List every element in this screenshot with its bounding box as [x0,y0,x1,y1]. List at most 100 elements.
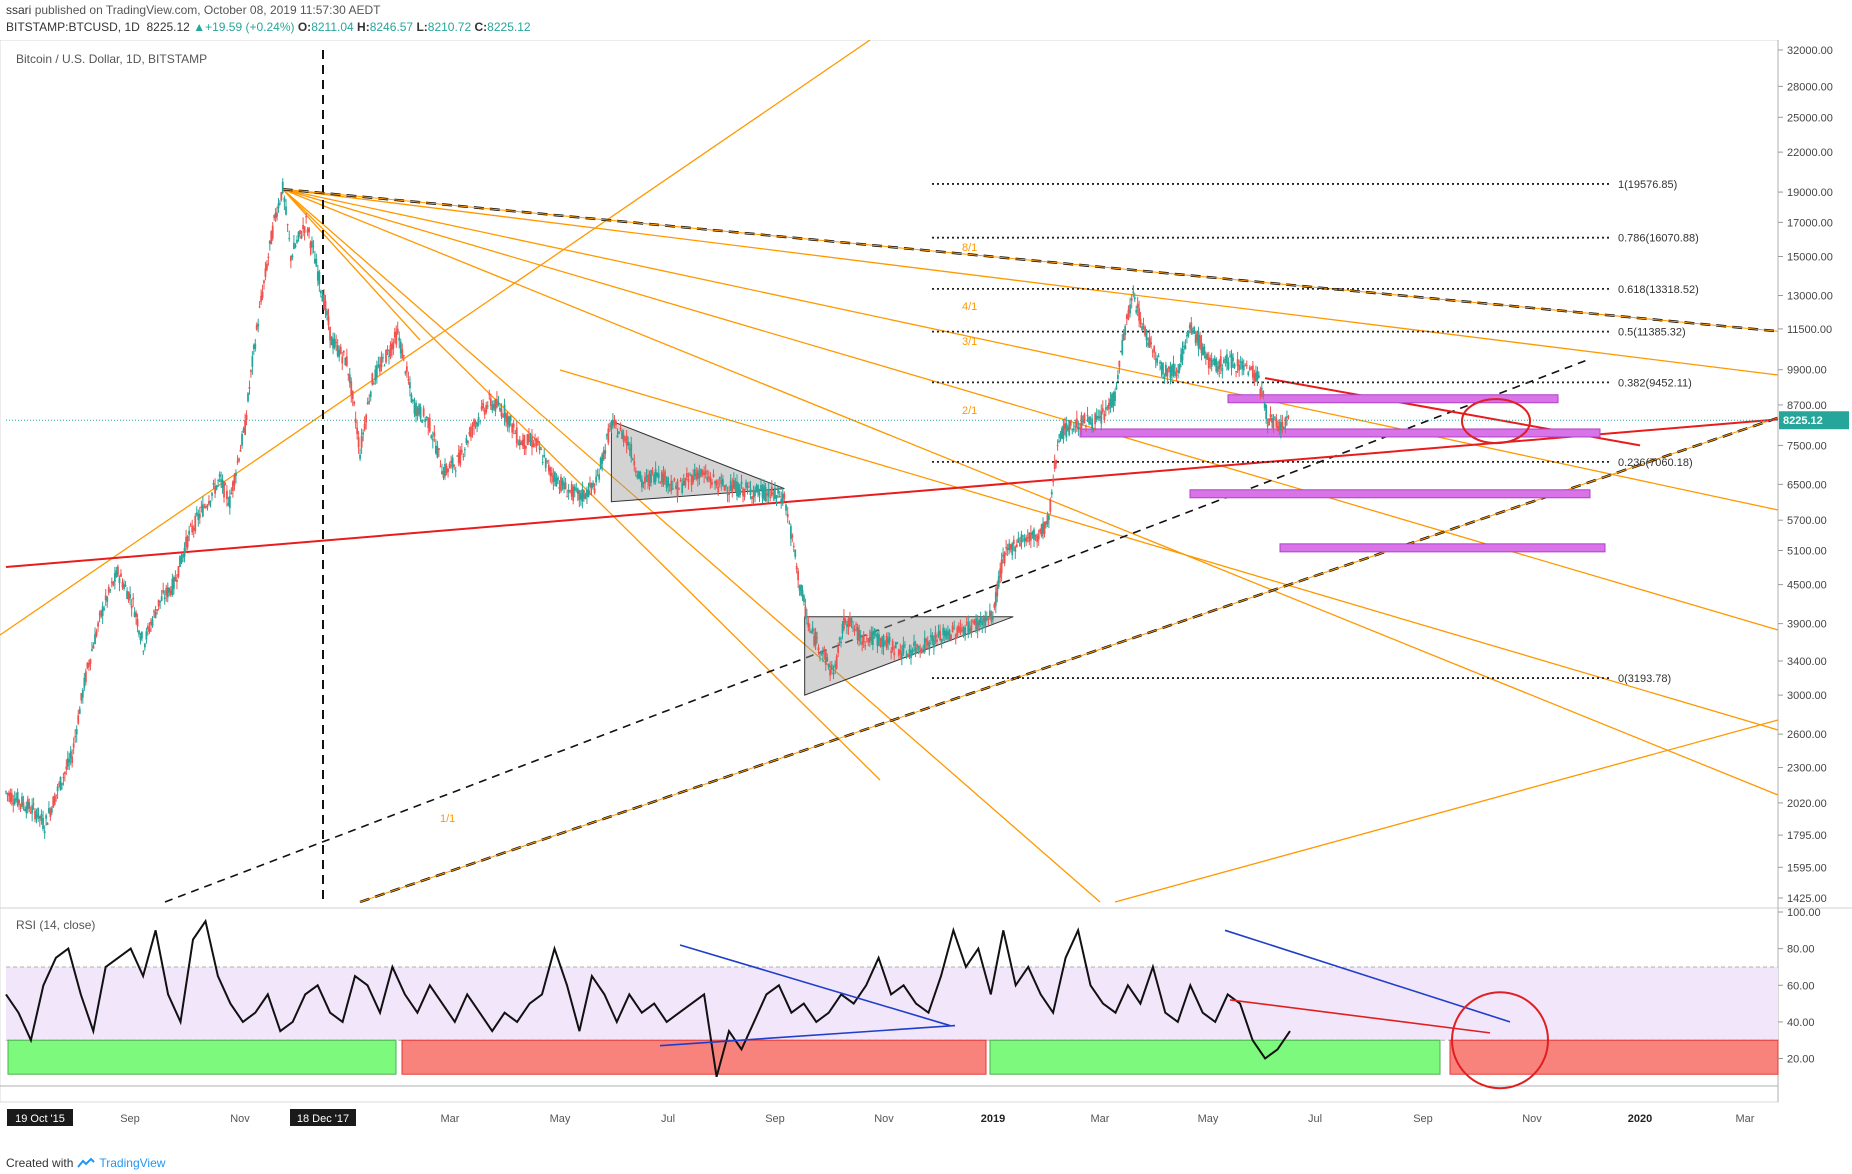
candle-body [385,350,387,363]
candle-body [316,271,319,281]
candle-body [480,406,483,410]
candle-body [928,642,931,650]
x-axis-label: Mar [1091,1113,1110,1125]
candle-body [902,644,905,654]
close-label: C: [474,20,488,34]
candle-body [557,477,559,481]
candle-body [254,343,257,349]
publisher-name[interactable]: ssari [6,3,32,17]
candle-body [1034,534,1037,537]
candle-body [506,415,509,425]
gann-fan-line [282,188,1779,376]
candle-body [789,526,792,540]
candle-body [943,630,946,637]
candle-body [813,635,816,646]
candle-body [1202,347,1204,356]
candle-body [820,652,823,654]
candle-body [281,181,284,193]
candle-body [1039,529,1042,533]
candle-body [153,610,155,613]
rsi-axis-tick-label: 80.00 [1787,944,1815,956]
candle-body [742,488,744,496]
candle-body [862,635,865,643]
gann-fan-line [282,188,1101,903]
candle-body [1091,418,1094,430]
candle-body [77,715,80,724]
candle-body [29,812,32,814]
candle-body [61,782,63,785]
open-label: O: [297,20,312,34]
candle-body [602,450,605,460]
symbol-label: BITSTAMP:BTCUSD, 1D [6,20,140,34]
candle-body [610,421,613,430]
candle-body [729,480,732,491]
candle-body [218,474,221,477]
price-axis-tick-label: 3900.00 [1787,619,1827,631]
candle-body [1159,362,1161,364]
candle-body [875,634,877,636]
candle-body [1094,413,1097,425]
candle-body [425,416,428,418]
candle-body [636,474,639,478]
candle-body [882,635,885,648]
candle-body [999,568,1002,578]
candle-body [508,416,511,428]
candle-body [653,474,656,483]
candle-body [619,427,622,430]
candle-body [711,481,713,485]
candle-body [859,634,862,638]
candle-body [1230,354,1233,368]
candle-body [197,514,200,520]
candle-body [720,480,723,484]
candle-body [1028,532,1031,542]
candle-body [462,456,465,458]
candle-body [1262,390,1265,397]
candle-body [84,671,87,682]
candle-body [1196,331,1199,341]
candle-body [92,645,95,649]
candle-body [195,512,198,515]
candle-body [616,434,619,438]
candle-body [126,590,128,600]
candle-body [752,491,755,498]
candle-body [321,296,324,302]
candle-body [380,357,383,368]
candle-body [311,241,313,247]
candle-body [838,637,841,640]
candle-body [483,409,486,415]
candle-body [904,644,906,646]
rsi-title: RSI (14, close) [16,918,96,932]
candle-body [412,399,414,402]
gann-mid-line [559,369,1779,731]
candle-body [592,482,594,487]
candle-body [336,345,339,356]
fib-level-label: 0.618(13318.52) [1618,284,1699,296]
candle-body [165,587,168,596]
candle-body [1210,359,1213,367]
candle-body [496,399,498,408]
price-axis-tick-label: 6500.00 [1787,479,1827,491]
candle-body [283,197,286,202]
candle-body [500,408,503,417]
candle-body [383,365,386,367]
price-and-rsi-chart[interactable]: 32000.00 28000.00 25000.00 22000.00 19000.00… [0,40,1852,1140]
candle-body [668,484,671,486]
candle-body [327,316,330,326]
rsi-axis-tick-label: 40.00 [1787,1017,1815,1029]
candle-body [104,595,107,601]
candle-body [1121,340,1124,355]
candle-body [107,587,110,593]
fib-level-label: 0.786(16070.88) [1618,233,1699,245]
candle-body [1011,543,1014,556]
candle-body [208,500,210,505]
candle-body [937,631,940,636]
candle-body [590,483,593,489]
candle-body [797,570,800,581]
candle-body [792,546,795,548]
candle-body [1172,363,1175,374]
candle-body [1086,414,1089,417]
candle-body [567,489,570,493]
candle-body [1284,417,1287,427]
candle-body [948,629,951,640]
tradingview-brand[interactable]: TradingView [99,1156,166,1170]
